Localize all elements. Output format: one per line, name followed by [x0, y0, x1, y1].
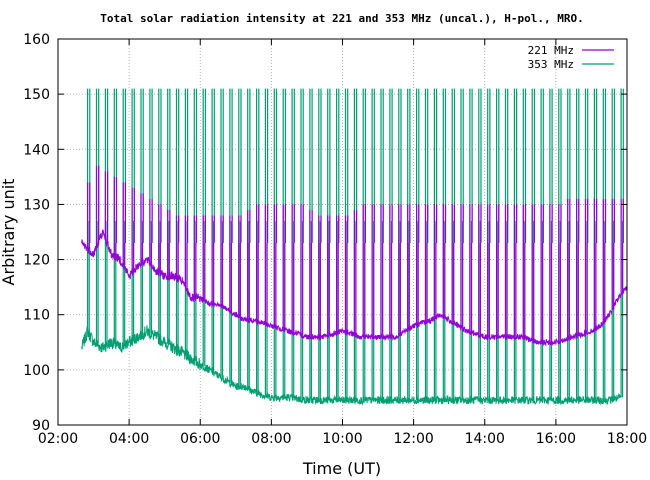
- chart-title: Total solar radiation intensity at 221 a…: [100, 12, 583, 25]
- x-tick-label: 02:00: [38, 431, 78, 447]
- x-tick-label: 16:00: [536, 431, 576, 447]
- x-tick-label: 04:00: [109, 431, 149, 447]
- series-line-0: [81, 229, 628, 347]
- x-tick-label: 14:00: [465, 431, 505, 447]
- y-tick-label: 140: [23, 142, 50, 158]
- x-tick-label: 08:00: [251, 431, 291, 447]
- x-tick-label: 18:00: [607, 431, 647, 447]
- tick-layer: 02:00 04:00 06:00 08:00 10:00 12:00 14:00 16:00…: [23, 32, 647, 447]
- legend-label-221: 221 MHz: [528, 44, 574, 57]
- x-tick-label: 06:00: [180, 431, 220, 447]
- x-tick-label: 12:00: [393, 431, 433, 447]
- x-axis-label: Time (UT): [302, 459, 381, 478]
- legend-label-353: 353 MHz: [528, 58, 574, 71]
- y-axis-label: Arbitrary unit: [0, 179, 18, 286]
- y-tick-label: 110: [23, 308, 50, 324]
- series-line-1: [81, 325, 622, 406]
- legend: 221 MHz 353 MHz: [528, 44, 614, 71]
- y-tick-label: 160: [23, 32, 50, 48]
- y-tick-label: 130: [23, 197, 50, 213]
- y-tick-label: 100: [23, 363, 50, 379]
- x-tick-label: 10:00: [322, 431, 362, 447]
- y-tick-label: 120: [23, 253, 50, 269]
- series-layer: [81, 88, 628, 406]
- y-tick-label: 90: [32, 418, 50, 434]
- y-tick-label: 150: [23, 87, 50, 103]
